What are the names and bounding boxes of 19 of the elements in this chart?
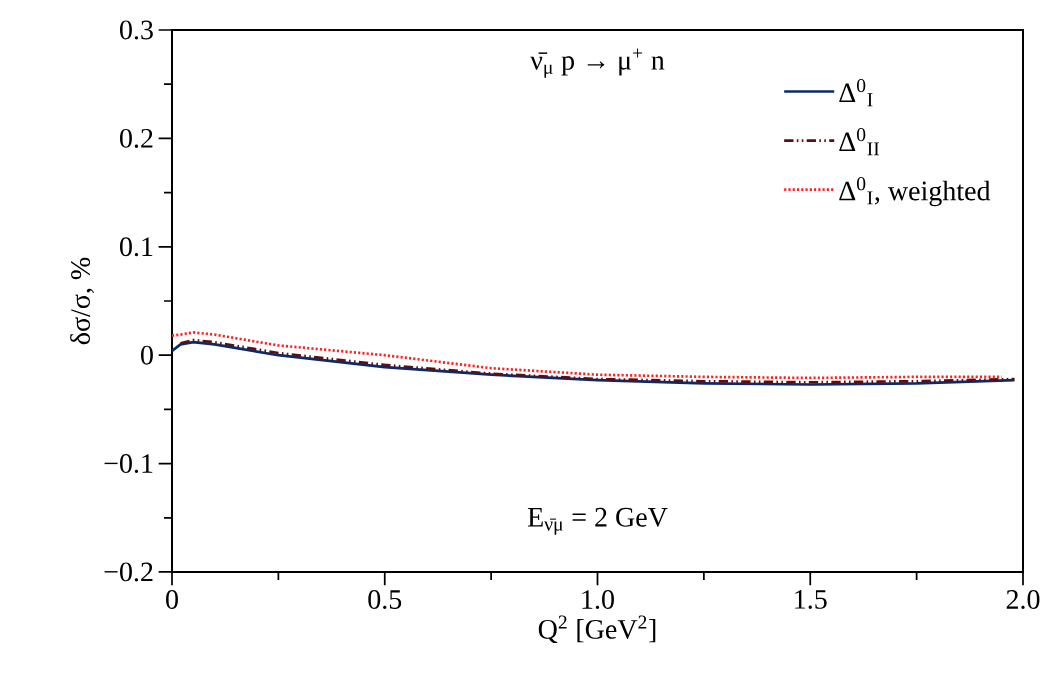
legend-label: Δ$^{0}$I [839,78,873,107]
y-tick-label: −0.1 [104,454,153,474]
legend-label: Δ$^{0}$II [839,128,880,156]
y-tick-label: −0.2 [104,562,153,582]
legend-label: Δ$^{0}$$_{I}$, weighted [839,177,991,207]
text: ν̄$_{μ}$ p → μ$^{+}$ n [530,48,665,78]
x-axis-title: Q$^{2}$ [GeV$^{2}$] [538,615,656,644]
line-series [172,331,1004,380]
y-axis-title: δσ/σ, % [70,257,95,345]
y-tick-label: 0.1 [120,237,153,257]
y-tick-label: 0.2 [120,128,153,148]
y-tick-label: 0.3 [120,20,153,40]
x-tick-label: 0.5 [368,590,402,610]
annotation: E$_{ν̄μ}$ = 2 GeV [527,507,668,535]
y-tick-label: 0 [141,345,153,365]
x-tick-label: 1.0 [582,590,614,610]
x-tick-label: 1.5 [795,590,827,609]
x-tick-label: 2.0 [1006,590,1040,610]
x-tick-label: 0 [166,590,178,609]
